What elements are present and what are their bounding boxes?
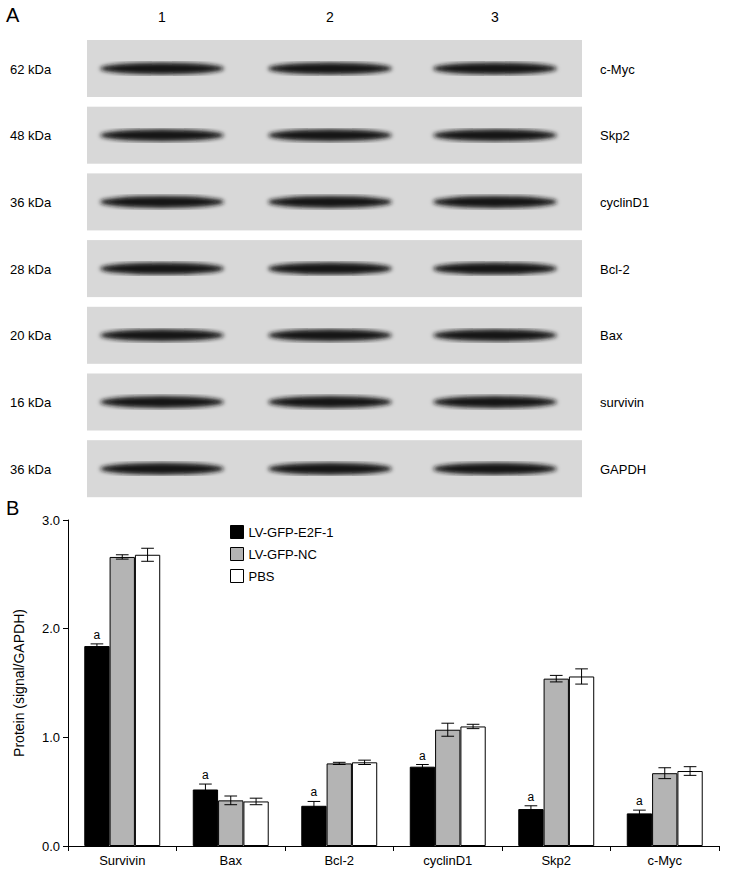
svg-text:survivin: survivin — [600, 395, 644, 410]
svg-text:0.0: 0.0 — [42, 839, 60, 854]
svg-text:LV-GFP-E2F-1: LV-GFP-E2F-1 — [249, 525, 334, 540]
svg-text:Protein (signal/GAPDH): Protein (signal/GAPDH) — [11, 609, 27, 757]
svg-text:48 kDa: 48 kDa — [10, 128, 52, 143]
svg-text:A: A — [6, 4, 20, 26]
svg-text:62 kDa: 62 kDa — [10, 62, 52, 77]
svg-text:28 kDa: 28 kDa — [10, 262, 52, 277]
svg-text:36 kDa: 36 kDa — [10, 462, 52, 477]
svg-text:GAPDH: GAPDH — [600, 462, 646, 477]
svg-text:a: a — [202, 768, 209, 782]
svg-text:cyclinD1: cyclinD1 — [423, 853, 472, 868]
svg-text:Bax: Bax — [600, 328, 623, 343]
svg-text:a: a — [528, 790, 535, 804]
svg-text:36 kDa: 36 kDa — [10, 195, 52, 210]
svg-text:2: 2 — [326, 9, 334, 25]
svg-text:2.0: 2.0 — [42, 621, 60, 636]
svg-text:a: a — [94, 628, 101, 642]
svg-text:Bcl-2: Bcl-2 — [600, 262, 630, 277]
svg-text:Skp2: Skp2 — [541, 853, 571, 868]
svg-text:a: a — [636, 794, 643, 808]
svg-text:Bax: Bax — [220, 853, 243, 868]
html-text:B: B — [6, 497, 20, 519]
svg-text:LV-GFP-NC: LV-GFP-NC — [249, 547, 317, 562]
svg-text:Survivin: Survivin — [99, 853, 145, 868]
svg-text:Skp2: Skp2 — [600, 128, 630, 143]
svg-text:c-Myc: c-Myc — [647, 853, 682, 868]
svg-text:3: 3 — [491, 9, 499, 25]
svg-text:a: a — [311, 785, 318, 799]
svg-text:16 kDa: 16 kDa — [10, 395, 52, 410]
svg-text:a: a — [419, 749, 426, 763]
svg-text:20 kDa: 20 kDa — [10, 328, 52, 343]
svg-text:1: 1 — [158, 9, 166, 25]
svg-text:c-Myc: c-Myc — [600, 62, 635, 77]
svg-text:cyclinD1: cyclinD1 — [600, 195, 649, 210]
svg-text:3.0: 3.0 — [42, 513, 60, 528]
svg-text:1.0: 1.0 — [42, 730, 60, 745]
svg-text:Bcl-2: Bcl-2 — [324, 853, 354, 868]
svg-text:PBS: PBS — [249, 569, 275, 584]
